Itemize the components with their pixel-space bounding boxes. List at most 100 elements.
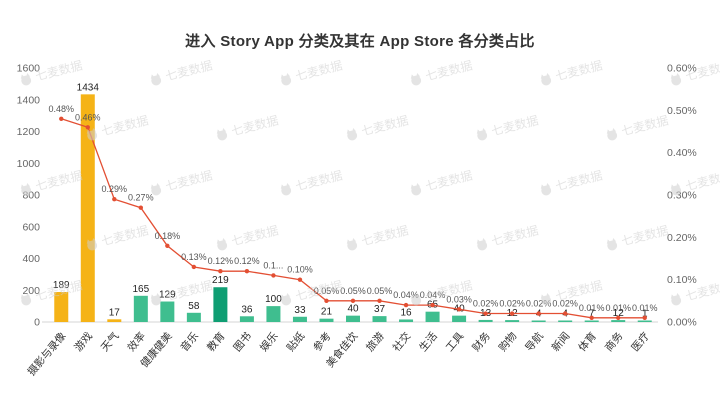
bar-value-label: 1 xyxy=(642,309,648,320)
bar[interactable] xyxy=(319,318,334,322)
category-label: 教育 xyxy=(204,330,227,354)
line-point[interactable] xyxy=(244,269,250,274)
bar[interactable] xyxy=(558,320,573,323)
percent-label: 0.05% xyxy=(340,286,366,296)
bar[interactable] xyxy=(531,320,546,323)
category-label: 参考 xyxy=(310,330,333,354)
percent-label: 0.01% xyxy=(632,303,658,313)
bar-value-label: 12 xyxy=(613,308,625,319)
bar[interactable] xyxy=(54,291,69,322)
right-axis-tick: 0.10% xyxy=(667,274,697,286)
right-axis-tick: 0.30% xyxy=(667,190,697,202)
category-label: 社交 xyxy=(390,329,414,354)
category-label: 摄影与录像 xyxy=(25,329,69,378)
percent-label: 0.02% xyxy=(499,299,525,309)
bar[interactable] xyxy=(80,94,95,322)
line-point[interactable] xyxy=(589,315,594,320)
bar[interactable] xyxy=(186,312,201,322)
line-point[interactable] xyxy=(112,197,117,202)
line-point[interactable] xyxy=(403,302,409,308)
line-point[interactable] xyxy=(430,302,435,308)
left-axis-tick: 1400 xyxy=(17,94,41,106)
bar[interactable] xyxy=(346,315,360,322)
line-point[interactable] xyxy=(483,311,488,316)
line-point[interactable] xyxy=(271,273,276,278)
bar[interactable] xyxy=(292,316,307,322)
category-label: 商务 xyxy=(602,329,626,354)
bar[interactable] xyxy=(266,306,281,322)
bar[interactable] xyxy=(478,319,493,322)
line-point[interactable] xyxy=(616,315,621,320)
line-point[interactable] xyxy=(509,311,515,316)
left-axis-tick: 0 xyxy=(34,317,40,329)
bar-value-label: 219 xyxy=(212,275,229,286)
line-point[interactable] xyxy=(218,269,223,274)
category-label: 音乐 xyxy=(178,329,202,354)
percent-label: 0.48% xyxy=(48,104,74,114)
bar-value-label: 33 xyxy=(294,305,306,316)
percent-label: 0.02% xyxy=(473,299,499,309)
bar-value-label: 100 xyxy=(265,294,282,305)
line-point[interactable] xyxy=(377,298,382,304)
bar-value-label: 37 xyxy=(374,304,386,315)
category-label: 医疗 xyxy=(629,329,653,354)
percent-label: 0.29% xyxy=(102,184,128,194)
bar[interactable] xyxy=(133,295,148,322)
right-axis-tick: 0.50% xyxy=(667,105,697,117)
bar-value-label: 17 xyxy=(109,307,121,318)
category-label: 新闻 xyxy=(549,330,572,354)
bar[interactable] xyxy=(372,316,387,322)
bar-value-label: 16 xyxy=(400,307,412,318)
bar[interactable] xyxy=(239,316,254,322)
category-label: 导航 xyxy=(522,329,546,354)
line-point[interactable] xyxy=(165,243,170,248)
bar[interactable] xyxy=(425,311,440,322)
percent-label: 0.05% xyxy=(314,286,340,296)
bar[interactable] xyxy=(637,320,652,323)
category-label: 游戏 xyxy=(72,329,96,354)
line-point[interactable] xyxy=(138,205,144,210)
line-point[interactable] xyxy=(297,277,303,282)
bar-value-label: 40 xyxy=(347,304,359,315)
category-label: 娱乐 xyxy=(257,329,281,354)
bar[interactable] xyxy=(107,319,122,322)
left-axis-tick: 600 xyxy=(22,221,40,233)
line-point[interactable] xyxy=(59,116,64,122)
bar[interactable] xyxy=(213,287,228,322)
bar[interactable] xyxy=(505,320,520,322)
category-label: 体育 xyxy=(576,330,599,354)
bar-value-label: 129 xyxy=(159,290,176,301)
line-point[interactable] xyxy=(350,298,356,304)
line-point[interactable] xyxy=(456,307,462,312)
category-label: 旅游 xyxy=(363,329,387,354)
line-point[interactable] xyxy=(324,298,329,304)
line-point[interactable] xyxy=(536,311,541,316)
bar[interactable] xyxy=(160,301,175,322)
percent-label: 0.1... xyxy=(263,260,283,270)
bar-value-label: 36 xyxy=(241,304,253,315)
percent-label: 0.05% xyxy=(367,286,393,296)
right-axis-tick: 0.00% xyxy=(667,317,697,329)
bar[interactable] xyxy=(452,315,467,322)
percent-label: 0.01% xyxy=(605,303,631,313)
bar[interactable] xyxy=(399,319,414,322)
right-axis-tick: 0.20% xyxy=(667,232,697,244)
line-point[interactable] xyxy=(562,311,568,316)
left-axis-tick: 400 xyxy=(22,253,40,265)
line-point[interactable] xyxy=(191,264,197,270)
left-axis-tick: 1600 xyxy=(17,63,41,75)
percent-label: 0.04% xyxy=(393,290,419,300)
bar[interactable] xyxy=(584,320,599,323)
bar-value-label: 21 xyxy=(321,307,333,318)
category-label: 工具 xyxy=(444,330,467,354)
right-axis-tick: 0.40% xyxy=(667,147,697,159)
line-point[interactable] xyxy=(85,125,90,130)
percent-label: 0.01% xyxy=(579,303,605,313)
left-axis-tick: 200 xyxy=(22,285,40,297)
bar-value-label: 7 xyxy=(589,309,595,320)
line-point[interactable] xyxy=(642,315,647,320)
bar-value-label: 58 xyxy=(188,301,200,312)
bar[interactable] xyxy=(611,320,626,322)
